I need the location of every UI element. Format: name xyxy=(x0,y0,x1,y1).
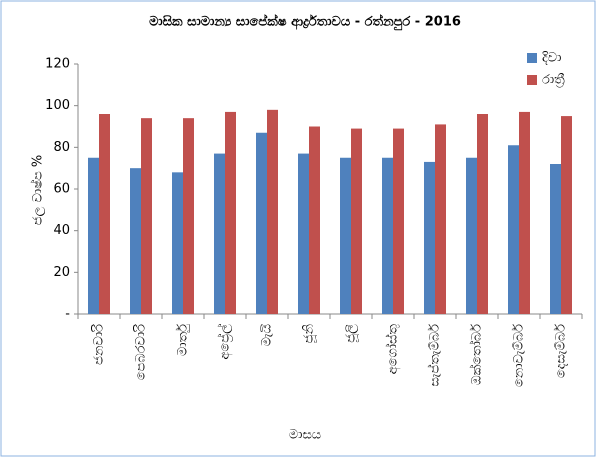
x-tick-label: සැප්තැම්බර් xyxy=(426,324,442,387)
bar xyxy=(172,172,183,314)
chart-title: මාසික සාමාන්‍ය සාපේක්ෂ ආර්ද්‍රතාවය - රත්… xyxy=(149,12,461,30)
bar xyxy=(130,168,141,314)
x-tick-label: මාර්තු xyxy=(175,324,191,356)
legend-label: රාත්‍රී xyxy=(542,73,565,88)
y-axis-label: ජල වාෂ්ප % xyxy=(29,155,45,226)
bar xyxy=(466,157,477,314)
x-tick-label: ඔක්තෝබර් xyxy=(468,324,484,385)
x-tick-label: ජනවාරි xyxy=(91,324,107,365)
x-tick-label: අගෝස්තු xyxy=(384,324,400,375)
bar xyxy=(508,145,519,314)
bar xyxy=(340,157,351,314)
bar xyxy=(214,153,225,314)
bar xyxy=(141,118,152,315)
bar xyxy=(99,114,110,314)
bar xyxy=(88,157,99,314)
bar xyxy=(256,132,267,314)
bar xyxy=(424,161,435,314)
y-tick-label: - xyxy=(65,307,70,322)
x-axis-label: මාසය xyxy=(289,428,321,443)
legend-label: දිවා xyxy=(542,51,561,66)
y-tick-label: 40 xyxy=(53,223,70,238)
legend-swatch xyxy=(527,53,537,63)
bar xyxy=(561,116,572,314)
x-tick-label: දෙසැම්බර් xyxy=(553,324,569,378)
bar xyxy=(225,111,236,315)
bar xyxy=(183,118,194,315)
y-tick-label: 60 xyxy=(53,182,70,197)
bar xyxy=(550,164,561,314)
bar xyxy=(309,126,320,314)
x-tick-label: ජූනි xyxy=(302,324,317,344)
y-tick-label: 120 xyxy=(45,57,70,72)
x-tick-label: අප්‍රේල් xyxy=(216,324,232,360)
bar xyxy=(382,157,393,314)
x-tick-label: මැයි xyxy=(259,324,274,347)
y-tick-label: 20 xyxy=(53,265,70,280)
legend-swatch xyxy=(527,75,537,85)
y-tick-label: 100 xyxy=(45,98,70,113)
x-tick-label: නොවැම්බර් xyxy=(511,324,527,387)
bar xyxy=(351,128,362,314)
x-tick-label: පෙබරවාරි xyxy=(133,324,149,380)
x-tick-label: ජූලි xyxy=(344,324,359,343)
bar xyxy=(477,114,488,314)
bar xyxy=(519,111,530,315)
bar xyxy=(435,124,446,315)
bar xyxy=(267,109,278,314)
bar xyxy=(298,153,309,314)
y-tick-label: 80 xyxy=(53,140,70,155)
bar xyxy=(393,128,404,314)
